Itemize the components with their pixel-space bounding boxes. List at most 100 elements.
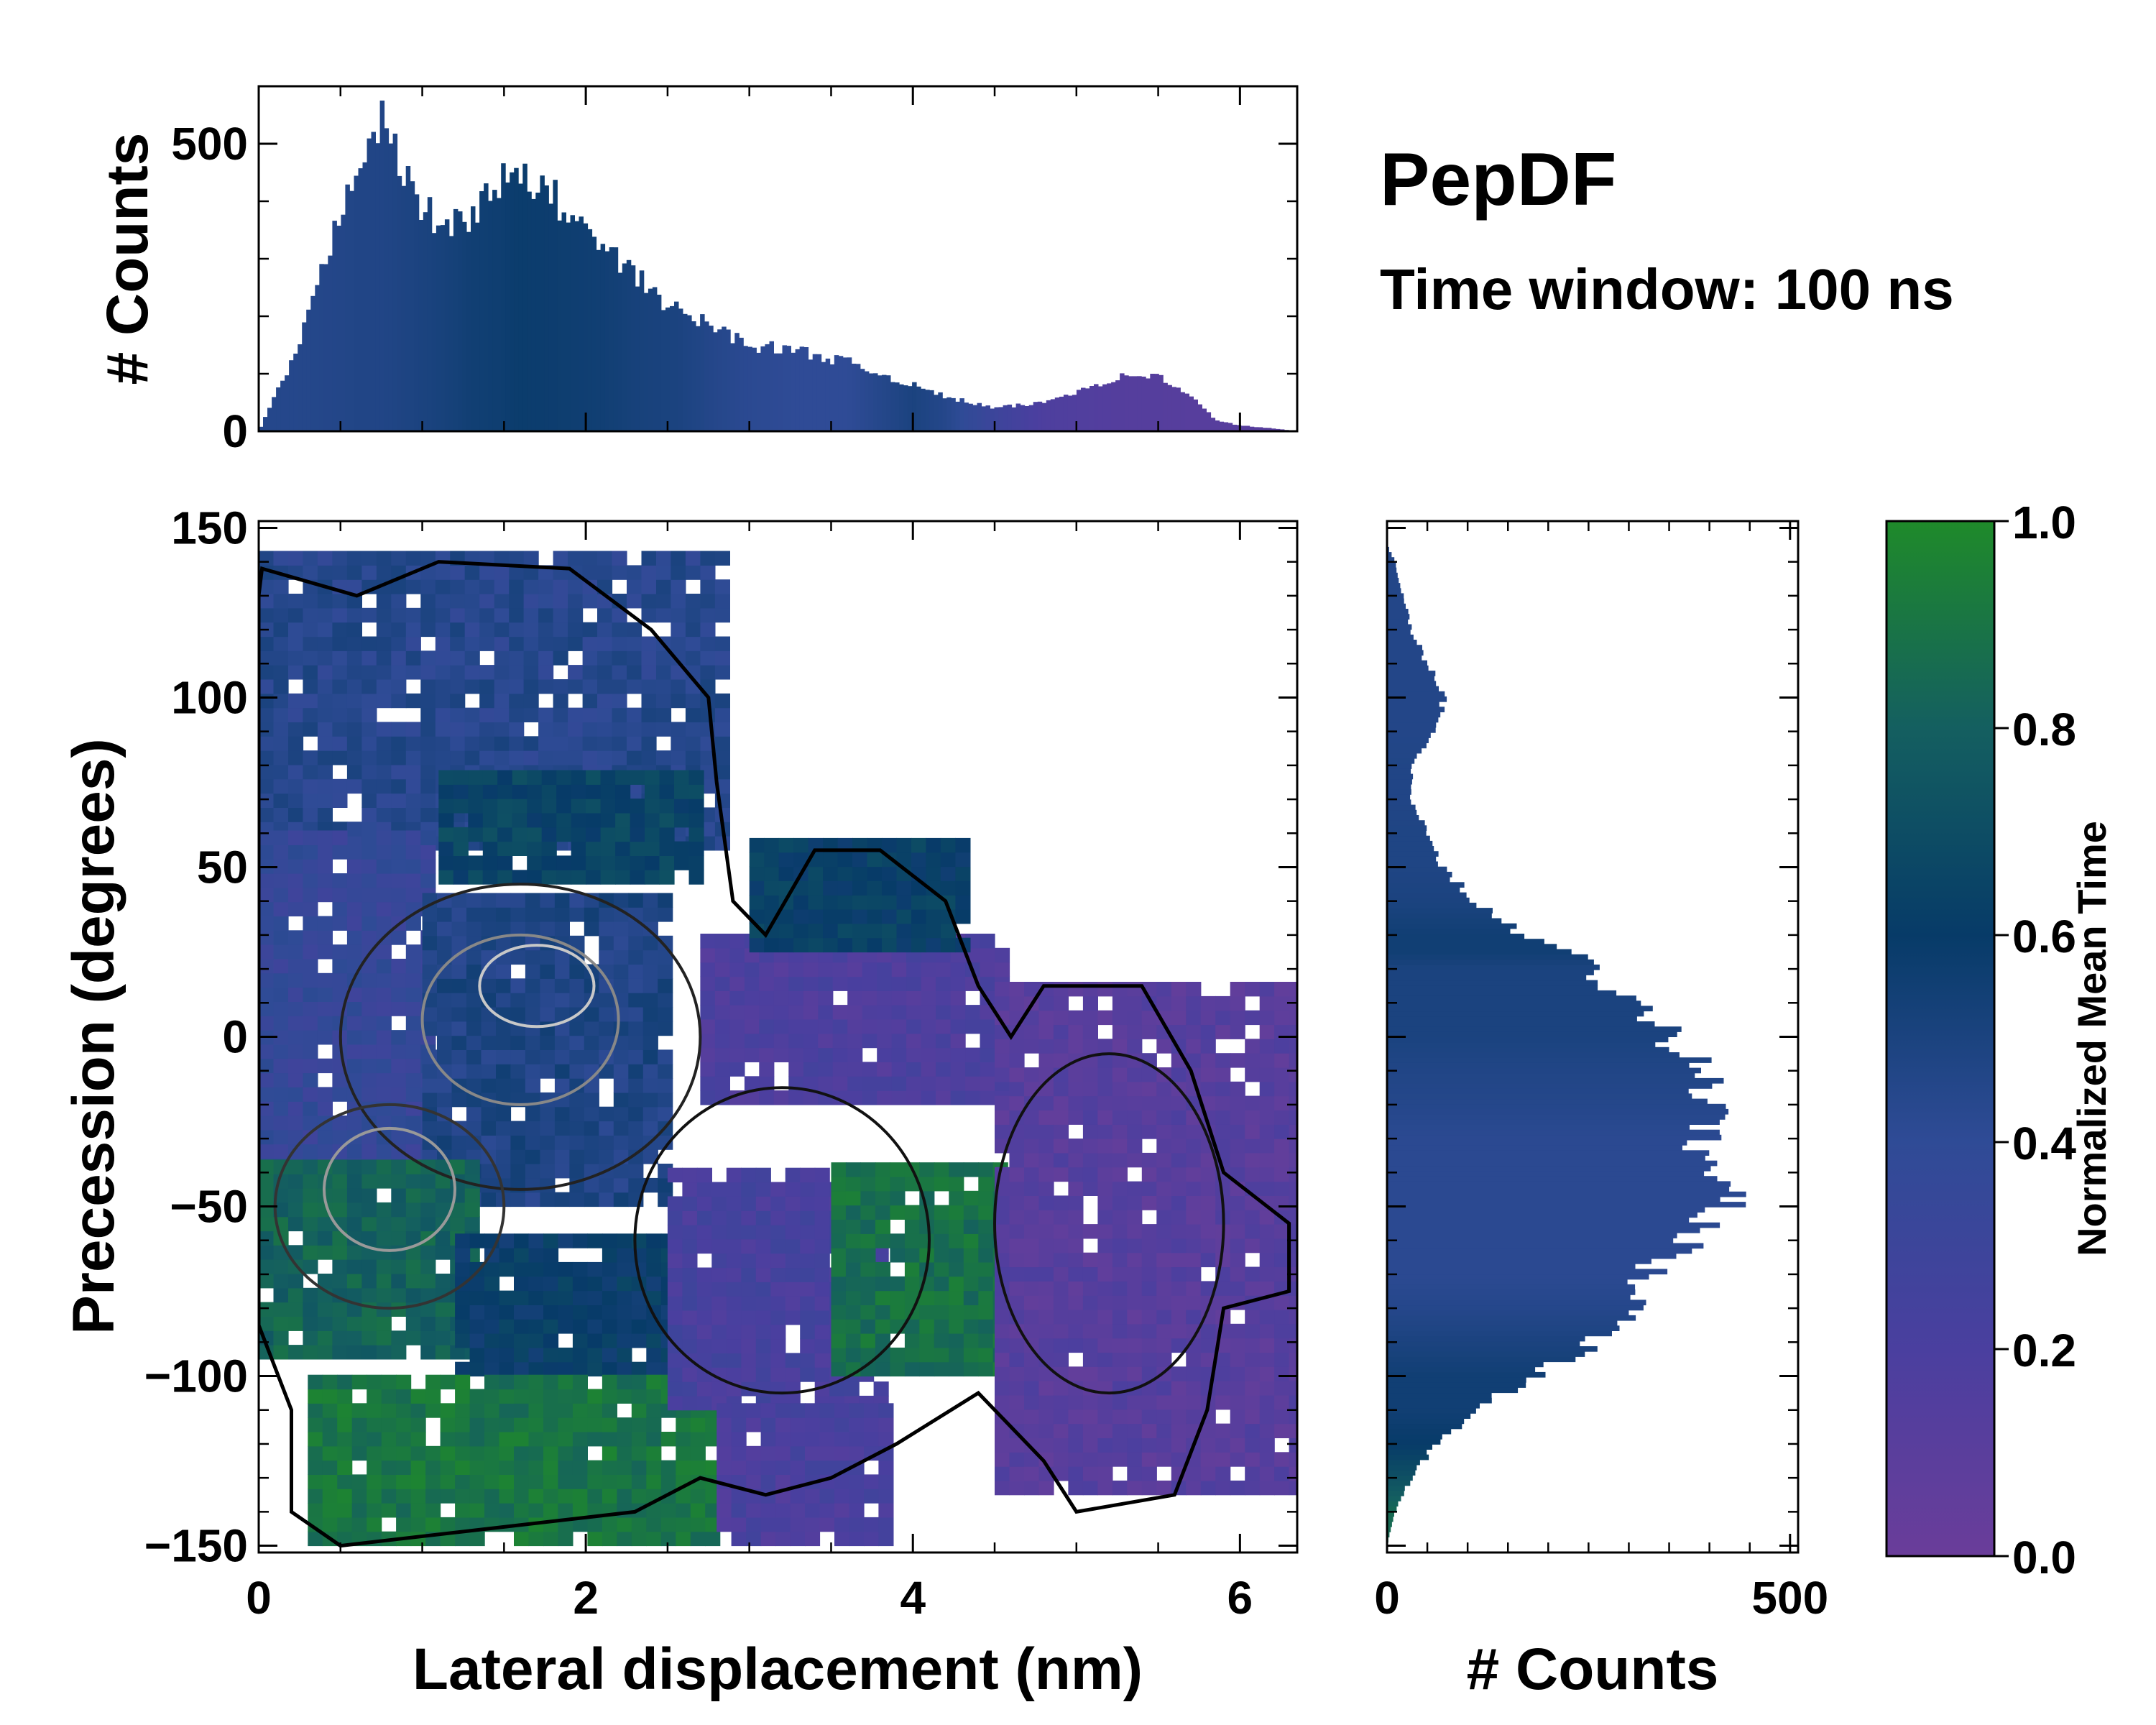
heatmap-cell (587, 1389, 603, 1404)
heatmap-cell (450, 565, 466, 580)
heatmap-cell (376, 636, 392, 651)
top-histogram-bar (259, 426, 264, 431)
heatmap-cell (845, 1190, 861, 1206)
heatmap-cell (896, 880, 912, 896)
heatmap-cell (759, 1005, 775, 1020)
heatmap-cell (440, 1474, 456, 1489)
heatmap-cell (468, 784, 484, 799)
heatmap-cell (631, 1489, 647, 1504)
right-histogram-bar (1387, 1259, 1651, 1264)
heatmap-cell (597, 722, 613, 737)
heatmap-cell (602, 1460, 617, 1475)
heatmap-cell (346, 1330, 362, 1346)
heatmap-cell (1024, 1310, 1040, 1325)
heatmap-cell (788, 1019, 804, 1034)
heatmap-cell (642, 978, 658, 993)
heatmap-cell (435, 1316, 451, 1331)
heatmap-cell (600, 770, 616, 785)
heatmap-cell (273, 972, 289, 988)
heatmap-cell (1068, 1466, 1084, 1481)
heatmap-cell (367, 1389, 382, 1404)
heatmap-cell (422, 935, 438, 951)
heatmap-cell (1082, 1067, 1098, 1082)
top-histogram-bar (1046, 400, 1051, 431)
heatmap-cell (572, 1517, 588, 1532)
heatmap-cell (1053, 1152, 1069, 1168)
heatmap-cell (1082, 1252, 1098, 1268)
heatmap-cell (259, 679, 275, 694)
heatmap-cell (376, 887, 392, 903)
heatmap-cell (1097, 1053, 1113, 1068)
heatmap-cell (1245, 1266, 1261, 1282)
heatmap-cell (528, 1276, 544, 1292)
heatmap-cell (509, 622, 525, 638)
heatmap-cell (926, 937, 941, 953)
heatmap-cell (391, 830, 407, 845)
top-histogram-bar (912, 382, 917, 431)
heatmap-cell (558, 1460, 573, 1475)
heatmap-cell (646, 1233, 662, 1248)
heatmap-cell (303, 1101, 318, 1116)
heatmap-cell (775, 1503, 791, 1518)
heatmap-cell (617, 1333, 632, 1348)
top-histogram-bar (955, 401, 960, 431)
heatmap-cell (482, 855, 498, 870)
heatmap-cell (1259, 1124, 1275, 1139)
heatmap-cell (509, 551, 525, 566)
density-contour (338, 883, 702, 1191)
top-histogram-bar (587, 229, 593, 431)
heatmap-cell (615, 799, 631, 814)
heatmap-cell (543, 1474, 559, 1489)
heatmap-cell (891, 976, 907, 991)
heatmap-cell (525, 1035, 540, 1050)
heatmap-cell (346, 1058, 362, 1074)
heatmap-cell (587, 1261, 603, 1277)
heatmap-cell (540, 1106, 556, 1122)
heatmap-cell (875, 1177, 890, 1192)
heatmap-cell (949, 1361, 964, 1377)
heatmap-cell (273, 707, 289, 722)
heatmap-cell (405, 987, 421, 1002)
heatmap-cell (628, 1078, 644, 1093)
heatmap-cell (805, 1489, 821, 1504)
heatmap-cell (714, 750, 730, 765)
heatmap-cell (494, 750, 510, 765)
heatmap-cell (641, 679, 657, 694)
heatmap-cell (847, 1090, 863, 1105)
heatmap-cell (1230, 1409, 1245, 1425)
heatmap-cell (1230, 1480, 1245, 1496)
heatmap-cell (1127, 982, 1143, 997)
top-histogram-bar (328, 255, 333, 431)
heatmap-cell (667, 1381, 683, 1397)
heatmap-cell (367, 1417, 382, 1432)
heatmap-cell (543, 1389, 559, 1404)
top-histogram-bar (1232, 424, 1238, 431)
heatmap-cell (455, 1233, 471, 1248)
heatmap-cell (572, 1460, 588, 1475)
heatmap-cell (1245, 1409, 1261, 1425)
heatmap-cell (410, 1503, 426, 1518)
right-histogram-bar (1387, 702, 1439, 707)
heatmap-cell (469, 1474, 485, 1489)
heatmap-cell (770, 1310, 786, 1325)
heatmap-cell (322, 1403, 338, 1418)
heatmap-cell (658, 1106, 673, 1122)
heatmap-cell (1053, 1323, 1069, 1339)
heatmap-cell (617, 1319, 632, 1334)
heatmap-cell (630, 770, 645, 785)
heatmap-cell (346, 1188, 362, 1203)
heatmap-cell (1097, 1423, 1113, 1438)
heatmap-cell (1009, 1252, 1025, 1268)
heatmap-cell (376, 944, 392, 960)
heatmap-cell (599, 1135, 614, 1150)
top-histogram-bar (263, 417, 268, 431)
top-histogram-bar (1003, 405, 1008, 431)
heatmap-cell (746, 1403, 762, 1418)
top-histogram-bar (1219, 421, 1225, 431)
heatmap-cell (381, 1489, 397, 1504)
right-histogram-bar (1387, 1387, 1519, 1394)
heatmap-cell (586, 855, 602, 870)
heatmap-cell (528, 1374, 544, 1390)
heatmap-cell (440, 1460, 456, 1475)
heatmap-cell (790, 1432, 806, 1447)
